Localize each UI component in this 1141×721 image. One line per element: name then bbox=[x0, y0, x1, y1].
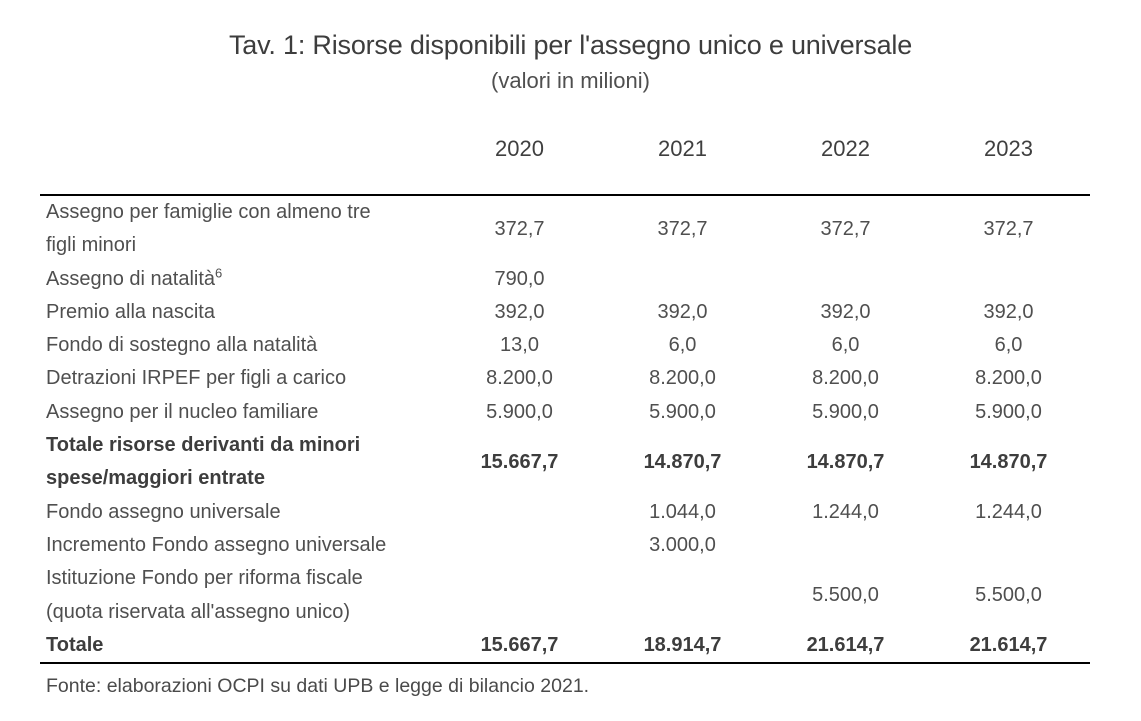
value-cell: 5.500,0 bbox=[812, 583, 879, 606]
value-cell: 1.244,0 bbox=[812, 500, 879, 523]
table-body: Assegno per famiglie con almeno tre figl… bbox=[40, 195, 1090, 663]
table-title: Tav. 1: Risorse disponibili per l'assegn… bbox=[228, 30, 913, 60]
value-cell bbox=[438, 529, 601, 562]
header-row: 2020 2021 2022 2023 bbox=[40, 132, 1090, 196]
value-cell: 1.044,0 bbox=[649, 500, 716, 523]
table-row: Assegno di natalità6 790,0 bbox=[40, 263, 1090, 296]
table-row: Istituzione Fondo per riforma fiscale (q… bbox=[40, 562, 1090, 629]
value-cell: 14.870,7 bbox=[643, 450, 722, 473]
resources-table: 2020 2021 2022 2023 Assegno per famiglie co… bbox=[40, 132, 1090, 665]
table-row: Assegno per il nucleo familiare 5.900,0 5.… bbox=[40, 396, 1090, 429]
table-row: Incremento Fondo assegno universale 3.000… bbox=[40, 529, 1090, 562]
value-cell: 6,0 bbox=[831, 334, 860, 357]
value-cell: 8.200,0 bbox=[812, 367, 879, 390]
value-cell: 372,7 bbox=[983, 217, 1034, 240]
row-label: Totale risorse derivanti da minori spese… bbox=[46, 434, 361, 490]
value-cell: 6,0 bbox=[668, 334, 697, 357]
value-cell bbox=[927, 529, 1090, 562]
row-label: Totale bbox=[46, 633, 104, 656]
row-label: Fondo di sostegno alla natalità bbox=[46, 334, 318, 357]
value-cell: 18.914,7 bbox=[643, 633, 722, 656]
year-column-header: 2021 bbox=[601, 132, 764, 196]
year-column-header: 2022 bbox=[764, 132, 927, 196]
table-row: Assegno per famiglie con almeno tre figl… bbox=[40, 195, 1090, 263]
year-column-header: 2020 bbox=[438, 132, 601, 196]
value-cell bbox=[764, 529, 927, 562]
row-label: Assegno per il nucleo familiare bbox=[46, 400, 319, 423]
row-label: Istituzione Fondo per riforma fiscale (q… bbox=[46, 567, 363, 623]
table-row: Fondo di sostegno alla natalità 13,0 6,0 6,… bbox=[40, 329, 1090, 362]
value-cell: 790,0 bbox=[494, 267, 545, 290]
header-empty-cell bbox=[40, 132, 438, 196]
value-cell: 392,0 bbox=[494, 300, 545, 323]
value-cell: 372,7 bbox=[657, 217, 708, 240]
value-cell: 3.000,0 bbox=[649, 533, 716, 556]
value-cell bbox=[764, 263, 927, 296]
year-column-header: 2023 bbox=[927, 132, 1090, 196]
value-cell: 21.614,7 bbox=[969, 633, 1048, 656]
row-label: Fondo assegno universale bbox=[46, 500, 281, 523]
value-cell: 6,0 bbox=[994, 334, 1023, 357]
value-cell: 8.200,0 bbox=[649, 367, 716, 390]
value-cell bbox=[438, 562, 601, 629]
value-cell: 392,0 bbox=[657, 300, 708, 323]
value-cell: 1.244,0 bbox=[975, 500, 1042, 523]
source-note: Fonte: elaborazioni OCPI su dati UPB e l… bbox=[46, 675, 590, 698]
value-cell: 5.900,0 bbox=[649, 400, 716, 423]
value-cell: 5.500,0 bbox=[975, 583, 1042, 606]
table-subtitle: (valori in milioni) bbox=[491, 68, 650, 93]
footnote-marker: 6 bbox=[215, 264, 223, 280]
row-label: Incremento Fondo assegno universale bbox=[46, 533, 387, 556]
value-cell: 372,7 bbox=[494, 217, 545, 240]
value-cell: 5.900,0 bbox=[975, 400, 1042, 423]
value-cell: 15.667,7 bbox=[480, 450, 559, 473]
value-cell: 14.870,7 bbox=[806, 450, 885, 473]
value-cell: 8.200,0 bbox=[975, 367, 1042, 390]
row-label: Assegno per famiglie con almeno tre figl… bbox=[46, 201, 371, 257]
value-cell bbox=[927, 263, 1090, 296]
value-cell: 5.900,0 bbox=[812, 400, 879, 423]
value-cell: 15.667,7 bbox=[480, 633, 559, 656]
value-cell: 372,7 bbox=[820, 217, 871, 240]
value-cell bbox=[601, 562, 764, 629]
value-cell: 8.200,0 bbox=[486, 367, 553, 390]
table-row: Detrazioni IRPEF per figli a carico 8.200… bbox=[40, 362, 1090, 395]
table-header: 2020 2021 2022 2023 bbox=[40, 132, 1090, 196]
value-cell: 14.870,7 bbox=[969, 450, 1048, 473]
value-cell: 13,0 bbox=[500, 334, 539, 357]
table-row: Premio alla nascita 392,0 392,0 392,0 392,0 bbox=[40, 296, 1090, 329]
table-row: Totale 15.667,7 18.914,7 21.614,7 21.614,7 bbox=[40, 629, 1090, 663]
row-label: Detrazioni IRPEF per figli a carico bbox=[46, 367, 347, 390]
value-cell bbox=[601, 263, 764, 296]
document-page: Tav. 1: Risorse disponibili per l'assegn… bbox=[0, 30, 1141, 721]
value-cell: 392,0 bbox=[983, 300, 1034, 323]
value-cell: 392,0 bbox=[820, 300, 871, 323]
table-row: Totale risorse derivanti da minori spese… bbox=[40, 429, 1090, 496]
row-label: Premio alla nascita bbox=[46, 300, 215, 323]
value-cell bbox=[438, 496, 601, 529]
value-cell: 5.900,0 bbox=[486, 400, 553, 423]
table-row: Fondo assegno universale 1.044,0 1.244,0 1.… bbox=[40, 496, 1090, 529]
row-label: Assegno di natalità6 bbox=[46, 264, 223, 290]
value-cell: 21.614,7 bbox=[806, 633, 885, 656]
